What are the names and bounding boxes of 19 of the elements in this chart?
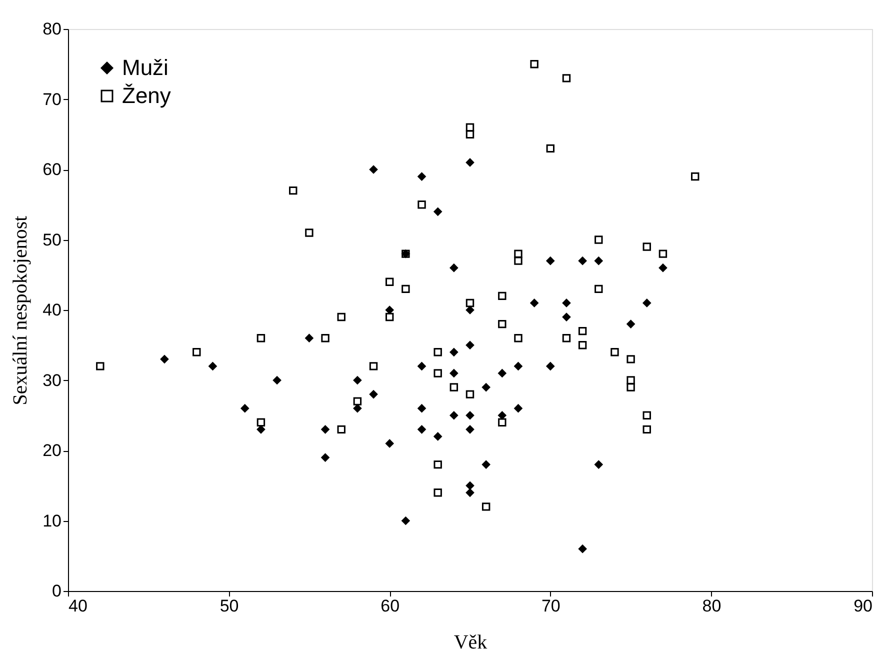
- y-tick-label: 20: [42, 441, 62, 460]
- legend-label: Ženy: [122, 83, 171, 108]
- y-tick-label: 0: [52, 582, 62, 600]
- y-tick-label: 80: [42, 20, 62, 38]
- y-tick-label: 50: [42, 230, 62, 250]
- y-tick-label: 60: [42, 160, 62, 179]
- legend-label: Muži: [122, 55, 168, 80]
- x-tick-label: 80: [702, 596, 722, 616]
- x-tick-label: 90: [854, 596, 872, 616]
- x-tick-label: 40: [68, 596, 88, 616]
- x-axis-title: Věk: [454, 632, 488, 654]
- y-axis-title: Sexuální nespokojenost: [10, 215, 32, 406]
- y-tick-label: 40: [42, 300, 62, 320]
- y-tick-label: 30: [42, 370, 62, 390]
- x-tick-label: 50: [220, 596, 239, 616]
- y-tick-label: 10: [42, 511, 62, 530]
- y-tick-label: 70: [42, 90, 62, 109]
- x-tick-label: 70: [541, 596, 560, 616]
- x-tick-label: 60: [380, 596, 400, 616]
